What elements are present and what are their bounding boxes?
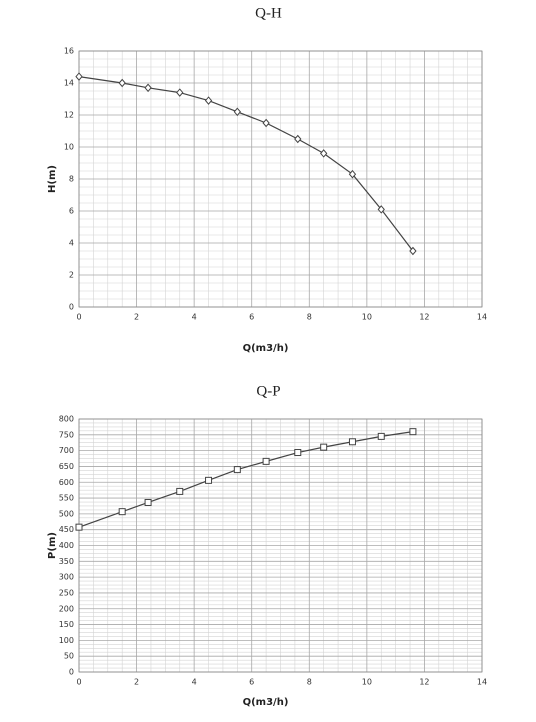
x-tick-label: 14 (477, 313, 487, 322)
x-tick-label: 10 (362, 678, 372, 687)
x-tick-label: 14 (477, 678, 487, 687)
y-tick-label: 50 (64, 652, 74, 661)
x-tick-label: 6 (249, 678, 254, 687)
marker (409, 428, 417, 436)
marker (144, 498, 152, 506)
y-tick-label: 6 (69, 207, 74, 216)
y-tick-label: 0 (69, 668, 74, 677)
y-tick-label: 12 (64, 111, 74, 120)
x-axis-label: Q(m3/h) (243, 343, 289, 354)
y-tick-label: 800 (59, 415, 74, 424)
y-tick-label: 250 (59, 588, 74, 597)
marker (205, 476, 213, 484)
x-tick-label: 8 (307, 313, 312, 322)
marker (233, 107, 241, 117)
x-tick-label: 0 (76, 678, 81, 687)
curve (78, 431, 414, 528)
y-tick-label: 150 (59, 620, 74, 629)
y-tick-label: 14 (64, 79, 74, 88)
marker (176, 88, 184, 97)
x-tick-label: 12 (419, 678, 429, 687)
y-tick-label: 750 (59, 430, 74, 439)
x-tick-label: 6 (249, 313, 254, 322)
y-tick-label: 16 (64, 47, 74, 56)
marker (118, 78, 126, 88)
x-tick-label: 10 (362, 313, 372, 322)
x-tick-label: 4 (192, 678, 197, 687)
marker (262, 457, 270, 465)
marker (233, 466, 241, 474)
x-tick-label: 2 (134, 678, 139, 687)
y-tick-label: 10 (64, 143, 74, 152)
y-axis-label: H(m) (47, 165, 58, 193)
y-tick-label: 350 (59, 557, 74, 566)
x-tick-label: 2 (134, 313, 139, 322)
plot-frame (78, 418, 483, 673)
marker (75, 72, 83, 81)
marker (144, 83, 152, 93)
x-tick-label: 12 (419, 313, 429, 322)
marker (320, 443, 328, 451)
marker (409, 246, 417, 256)
marker (118, 508, 126, 516)
x-tick-label: 4 (192, 313, 197, 322)
y-tick-label: 650 (59, 462, 74, 471)
chart-title: Q-H (255, 5, 282, 21)
y-tick-label: 450 (59, 525, 74, 534)
x-tick-label: 8 (307, 678, 312, 687)
y-tick-label: 4 (69, 239, 74, 248)
y-tick-label: 600 (59, 478, 74, 487)
marker (75, 523, 83, 531)
y-tick-label: 100 (59, 636, 74, 645)
marker (262, 118, 270, 128)
marker (204, 96, 213, 105)
x-axis-label: Q(m3/h) (243, 697, 289, 708)
y-tick-label: 400 (59, 541, 74, 550)
marker (320, 149, 328, 158)
marker (377, 432, 385, 440)
x-tick-label: 0 (76, 313, 81, 322)
y-tick-label: 200 (59, 604, 74, 613)
y-tick-label: 8 (69, 175, 74, 184)
y-tick-label: 700 (59, 446, 74, 455)
y-tick-label: 2 (69, 271, 74, 280)
plot-frame (78, 50, 483, 308)
y-tick-label: 300 (59, 573, 74, 582)
marker (294, 134, 302, 144)
y-axis-label: P(m) (47, 532, 58, 559)
y-tick-label: 0 (69, 303, 74, 312)
marker (348, 169, 357, 179)
marker (294, 449, 302, 457)
y-tick-label: 500 (59, 509, 74, 518)
marker (377, 205, 385, 214)
chart-title: Q-P (256, 383, 280, 399)
marker (176, 487, 184, 495)
y-tick-label: 550 (59, 494, 74, 503)
marker (348, 438, 356, 446)
curve (78, 76, 414, 252)
